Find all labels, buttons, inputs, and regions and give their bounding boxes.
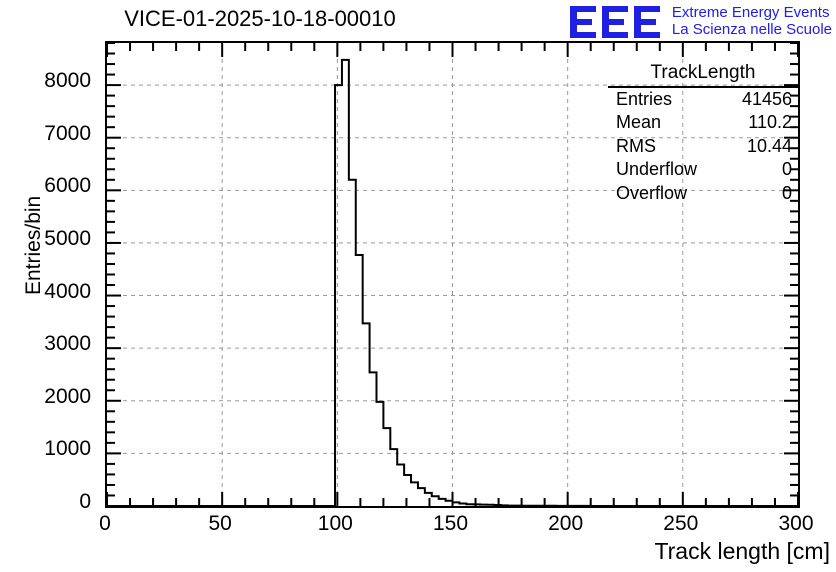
x-tick-label: 300	[778, 512, 814, 535]
stats-row-value: 0	[781, 159, 792, 180]
stats-row-value: 41456	[741, 89, 792, 109]
stats-row-value: 110.2	[748, 112, 792, 133]
eee-logo: Extreme Energy Events La Scienza nelle S…	[568, 2, 832, 42]
x-axis-tick-labels: 0 50 100 150 200 250 300	[0, 512, 836, 542]
eee-logo-text: Extreme Energy Events La Scienza nelle S…	[671, 4, 832, 39]
stats-row: Entries 41456	[608, 88, 798, 111]
stats-box: TrackLength Entries 41456 Mean 110.2 RMS 10.4…	[608, 62, 798, 205]
y-tick-label: 2000	[44, 384, 91, 408]
x-tick-label: 150	[432, 512, 469, 535]
stats-row: RMS 10.44	[608, 135, 798, 158]
stats-row-key: Underflow	[616, 159, 698, 180]
page-title: VICE-01-2025-10-18-00010	[124, 6, 396, 31]
x-tick-label: 250	[663, 512, 699, 535]
y-axis-tick-labels: 0 1000 2000 3000 4000 5000 6000 7000 8000	[0, 0, 99, 572]
stats-box-title: TrackLength	[608, 62, 798, 88]
stats-row-value: 10.44	[746, 135, 792, 156]
plot-axis-ticks	[107, 43, 798, 506]
x-tick-label: 0	[99, 512, 111, 535]
eee-logo-mark	[569, 6, 660, 38]
stats-row: Overflow 0	[608, 182, 798, 205]
y-tick-label: 8000	[44, 69, 91, 93]
stats-row: Mean 110.2	[608, 111, 798, 134]
y-axis-title: Entries/bin	[22, 195, 45, 295]
y-tick-label: 5000	[44, 226, 91, 250]
x-tick-label: 100	[317, 512, 353, 535]
y-tick-label: 7000	[44, 121, 91, 145]
stats-row-key: Overflow	[616, 182, 688, 203]
y-tick-label: 3000	[44, 332, 91, 356]
y-tick-label: 6000	[44, 174, 91, 198]
stats-row-value: 0	[781, 182, 792, 203]
plot-frame	[105, 41, 800, 508]
y-tick-label: 0	[79, 490, 91, 513]
plot-gridlines	[107, 43, 798, 506]
histogram-curve	[107, 58, 798, 506]
stats-row-key: Entries	[616, 89, 673, 109]
eee-logo-line2: La Scienza nelle Scuole	[671, 21, 832, 38]
y-tick-label: 1000	[44, 437, 91, 461]
stats-row: Underflow 0	[608, 158, 798, 181]
eee-logo-line1: Extreme Energy Events	[671, 4, 830, 22]
stats-row-key: RMS	[616, 135, 656, 156]
x-axis-title: Track length [cm]	[654, 538, 830, 564]
stats-row-key: Mean	[616, 112, 662, 133]
stats-box-rows: Entries 41456 Mean 110.2 RMS 10.44 Underflow 0 O…	[608, 88, 798, 205]
y-tick-label: 4000	[44, 279, 91, 303]
x-tick-label: 50	[208, 512, 232, 535]
x-tick-label: 200	[548, 512, 584, 535]
